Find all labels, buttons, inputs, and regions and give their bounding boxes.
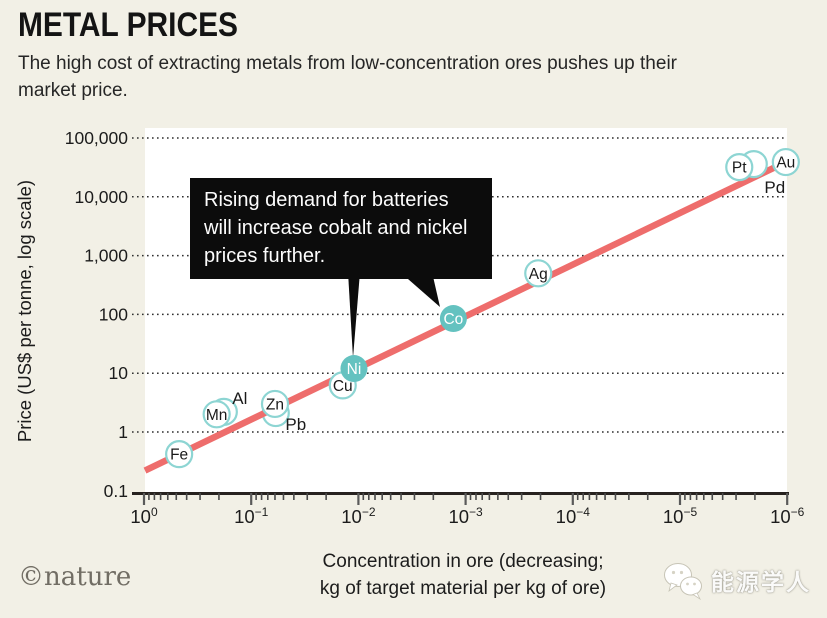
x-tick-label: 10−5 — [663, 505, 698, 527]
data-point-label-Pt: Pt — [732, 160, 747, 177]
x-axis-title-line-2: kg of target material per kg of ore) — [319, 578, 607, 599]
y-tick-label: 10,000 — [74, 187, 128, 207]
data-point-Mn — [202, 400, 231, 429]
x-tick-label: 100 — [130, 505, 158, 527]
trend-line — [143, 157, 791, 474]
data-point-label-Cu: Cu — [333, 378, 353, 395]
wechat-icon — [664, 563, 702, 600]
data-point-Ni — [340, 355, 368, 383]
data-point-Zn — [260, 389, 290, 419]
x-tick-label: 10−2 — [341, 505, 376, 527]
data-point-label-Co: Co — [443, 311, 463, 328]
watermark-text: 能源学人 — [711, 569, 811, 595]
data-point-Pt — [725, 152, 754, 182]
data-point-label-Pd: Pd — [764, 178, 785, 197]
data-point-Co — [439, 305, 467, 333]
y-tick-label: 100 — [99, 304, 128, 324]
data-point-label-Ag: Ag — [529, 266, 548, 283]
data-point-label-Al: Al — [232, 389, 247, 408]
callout-pointer-cobalt — [400, 272, 440, 307]
x-axis-title-line-1: Concentration in ore (decreasing; — [322, 551, 604, 572]
y-tick-label: 0.1 — [104, 481, 128, 501]
x-tick-label: 10−1 — [234, 505, 269, 527]
y-tick-label: 1,000 — [84, 246, 128, 266]
page-title: METAL PRICES — [18, 6, 238, 44]
figure-subtitle: The high cost of extracting metals from … — [18, 50, 677, 104]
x-axis-title: Concentration in ore (decreasing; kg of … — [263, 548, 663, 602]
data-point-label-Au: Au — [776, 155, 795, 172]
callout-pointer-nickel — [348, 272, 360, 358]
data-point-label-Zn: Zn — [266, 396, 284, 413]
y-axis-title: Price (US$ per tonne, log scale) — [14, 180, 35, 442]
y-tick-label: 1 — [118, 422, 128, 442]
data-point-label-Fe: Fe — [170, 447, 188, 464]
y-tick-label: 10 — [109, 363, 129, 383]
subtitle-line-2: market price. — [18, 80, 128, 101]
data-point-Ag — [524, 259, 553, 288]
data-point-label-Mn: Mn — [206, 407, 228, 424]
watermark: 能源学人 — [663, 560, 811, 600]
data-point-label-Pb: Pb — [285, 415, 306, 434]
x-tick-label: 10−3 — [448, 505, 483, 527]
nature-credit: ©nature — [18, 562, 132, 592]
x-tick-label: 10−4 — [556, 505, 591, 527]
x-tick-label: 10−6 — [770, 505, 805, 527]
y-tick-label: 100,000 — [65, 128, 129, 148]
data-point-Au — [771, 147, 800, 177]
subtitle-line-1: The high cost of extracting metals from … — [18, 53, 677, 74]
annotation-callout: Rising demand for batteries will increas… — [190, 178, 492, 279]
data-point-label-Ni: Ni — [347, 361, 362, 378]
data-point-Fe — [165, 440, 194, 469]
